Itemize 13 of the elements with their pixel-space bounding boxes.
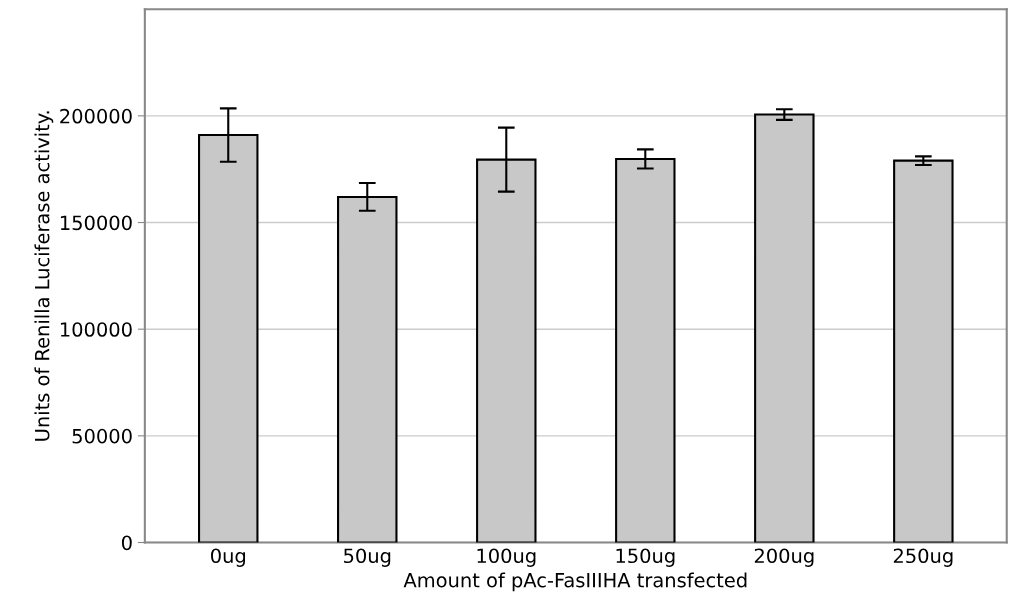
x-axis-title: Amount of pAc-FasIIIHA transfected: [403, 572, 747, 592]
y-axis-title: Units of Renilla Luciferase activity.: [34, 111, 54, 441]
x-tick-label: 100ug: [477, 548, 536, 567]
x-tick-label: 50ug: [344, 548, 391, 567]
y-tick-label: 0: [121, 535, 132, 551]
x-tick-label: 250ug: [893, 548, 953, 567]
x-tick-label: 0ug: [211, 548, 245, 567]
y-tick-label: 50000: [72, 428, 132, 444]
y-tick-label: 150000: [60, 215, 132, 231]
x-tick-label: 200ug: [754, 548, 814, 567]
y-tick-label: 100000: [60, 322, 132, 337]
x-tick-label: 150ug: [616, 548, 675, 567]
y-tick-label: 200000: [60, 108, 132, 124]
